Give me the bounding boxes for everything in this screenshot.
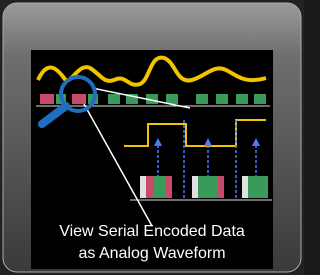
- button-icon[interactable]: View Serial Encoded Data as Analog Wavef…: [0, 0, 304, 275]
- caption-line: View Serial Encoded Data: [59, 223, 245, 240]
- decoded-packets: [130, 176, 272, 200]
- page: View Serial Encoded Data as Analog Wavef…: [0, 0, 320, 275]
- caption-line: as Analog Waveform: [78, 245, 225, 262]
